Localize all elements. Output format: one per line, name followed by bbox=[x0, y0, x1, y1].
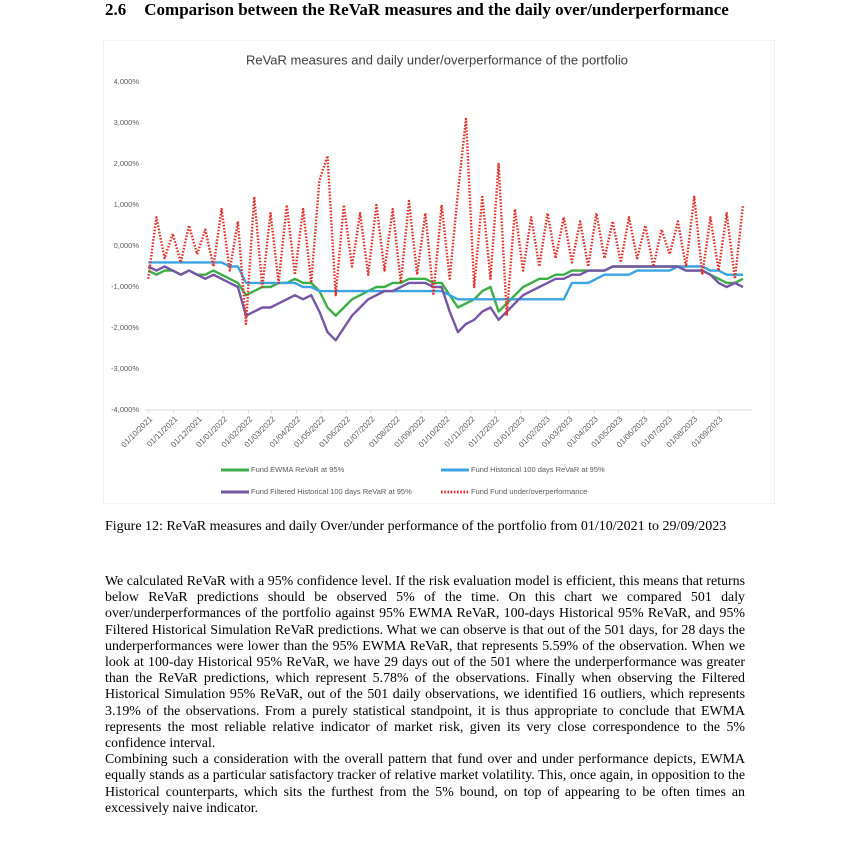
y-tick-label: 3,000% bbox=[114, 118, 140, 127]
legend-item: Fund Historical 100 days ReVaR at 95% bbox=[441, 465, 605, 474]
figure-caption: Figure 12: ReVaR measures and daily Over… bbox=[105, 519, 727, 534]
y-tick-label: -3,000% bbox=[111, 364, 139, 373]
y-tick-label: 0,000% bbox=[114, 241, 140, 250]
legend-label: Fund Filtered Historical 100 days ReVaR … bbox=[251, 487, 412, 496]
y-tick-label: 2,000% bbox=[114, 159, 140, 168]
y-tick-label: 4,000% bbox=[114, 77, 140, 86]
paragraph: Combining such a consideration with the … bbox=[105, 752, 745, 816]
chart-title: ReVaR measures and daily under/overperfo… bbox=[246, 52, 628, 67]
paragraph: We calculated ReVaR with a 95% confidenc… bbox=[105, 574, 745, 752]
legend-label: Fund Historical 100 days ReVaR at 95% bbox=[471, 465, 605, 474]
series-line bbox=[148, 261, 743, 301]
legend-item: Fund EWMA ReVaR at 95% bbox=[221, 465, 345, 474]
chart: ReVaR measures and daily under/overperfo… bbox=[103, 40, 775, 504]
section-number: 2.6 bbox=[105, 0, 127, 19]
legend-item: Fund Filtered Historical 100 days ReVaR … bbox=[221, 487, 412, 496]
legend-item: Fund Fund under/overperformance bbox=[441, 487, 587, 496]
legend-label: Fund EWMA ReVaR at 95% bbox=[251, 465, 345, 474]
y-tick-label: -2,000% bbox=[111, 323, 139, 332]
body-text: We calculated ReVaR with a 95% confidenc… bbox=[105, 574, 745, 817]
series-line bbox=[147, 265, 744, 342]
y-tick-label: -1,000% bbox=[111, 282, 139, 291]
y-tick-label: 1,000% bbox=[114, 200, 140, 209]
legend-label: Fund Fund under/overperformance bbox=[471, 487, 587, 496]
section-title: Comparison between the ReVaR measures an… bbox=[144, 0, 729, 19]
section-heading: 2.6 Comparison between the ReVaR measures… bbox=[105, 0, 729, 20]
y-tick-label: -4,000% bbox=[111, 405, 139, 414]
